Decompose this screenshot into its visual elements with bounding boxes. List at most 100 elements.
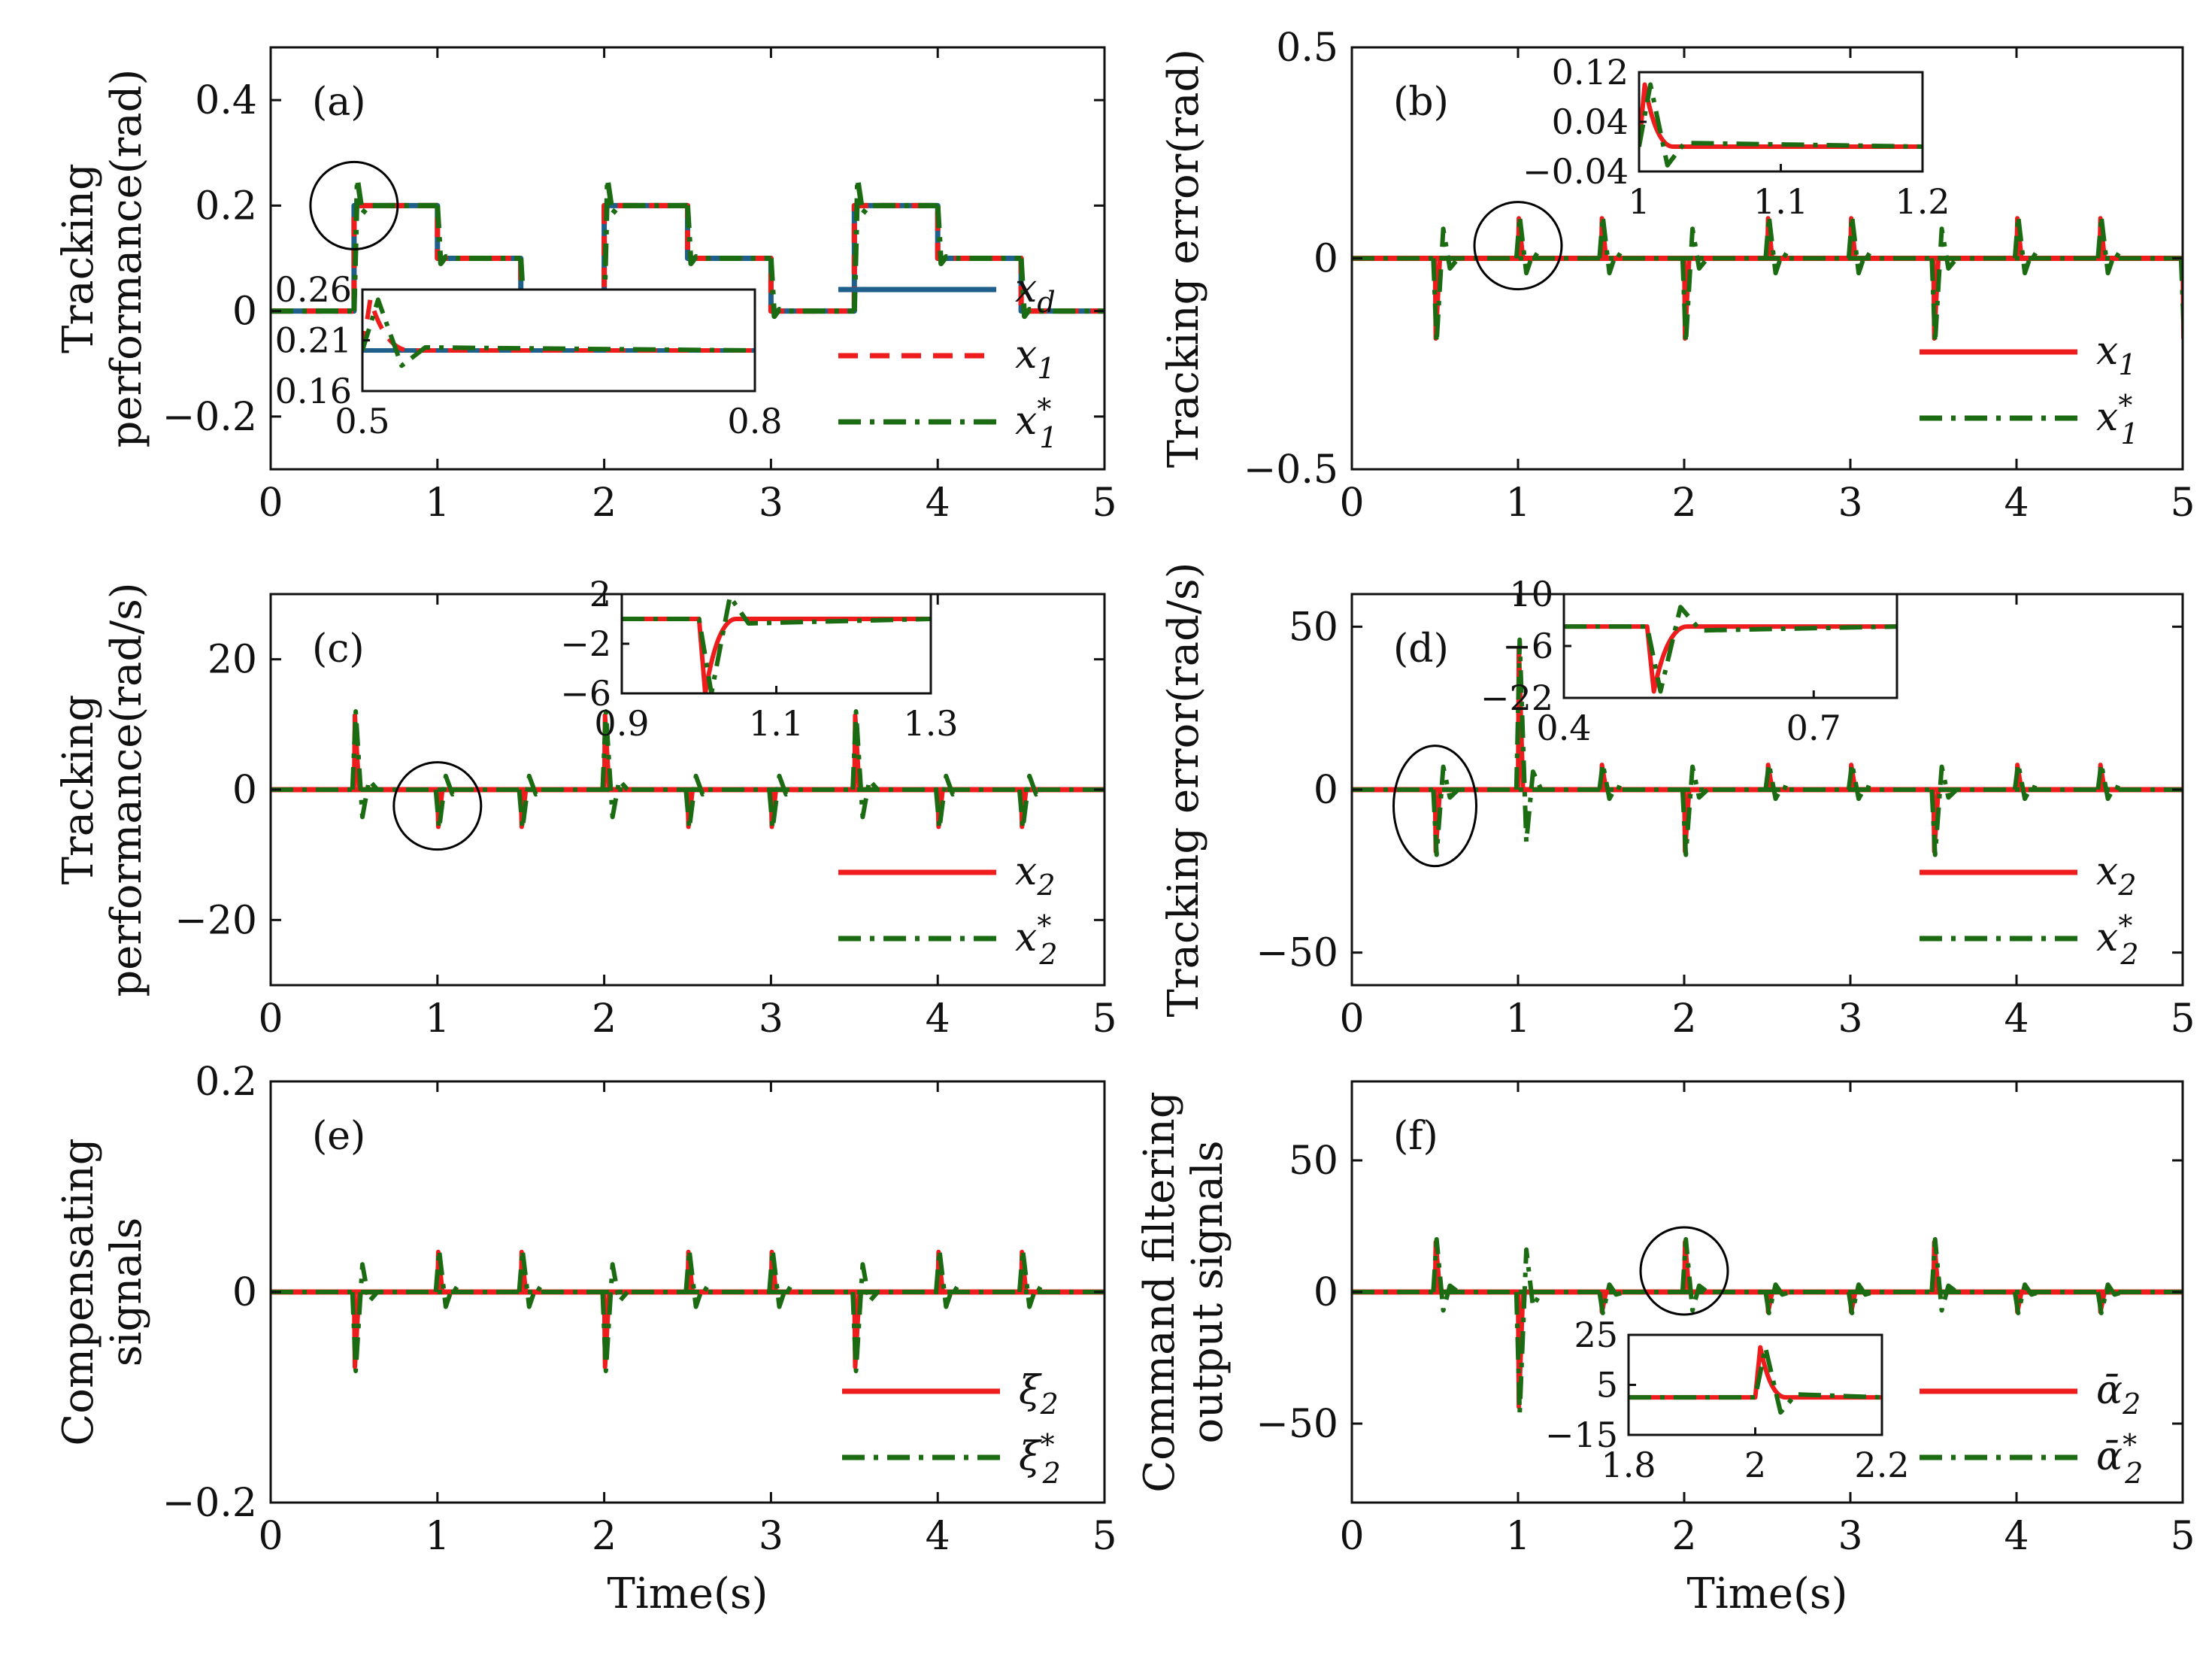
legend: x2x* 2 <box>1920 849 2139 971</box>
y-tick-label: 0 <box>1314 768 1338 813</box>
series-x2*-spike <box>600 709 629 820</box>
series-xi2*-spike <box>517 1248 546 1309</box>
legend-label-alpha2: ᾱ2 <box>2096 1368 2141 1421</box>
series-x1*-spike <box>1431 226 1460 345</box>
legend-label-x2*: x* 2 <box>2096 909 2139 971</box>
y-tick-label: 50 <box>1289 605 1338 650</box>
panel-label: (c) <box>312 626 365 672</box>
x-tick-label: 4 <box>926 481 950 526</box>
x-tick-label: 0 <box>1339 996 1364 1042</box>
zoom-circle <box>392 761 483 851</box>
y-tick-label: −20 <box>174 898 257 943</box>
series-x1-line <box>271 202 1104 314</box>
series-alpha2*-spike <box>1597 1282 1626 1315</box>
x-tick-label: 0 <box>258 996 283 1042</box>
panel-label: (f) <box>1393 1114 1438 1159</box>
inset-background <box>622 594 931 693</box>
legend-label-xi2*: ξ* 2 <box>1019 1428 1061 1490</box>
legend: ξ2ξ* 2 <box>842 1368 1061 1490</box>
inset-background <box>362 290 755 391</box>
inset-y-tick-label: 25 <box>1574 1315 1618 1355</box>
inset-y-tick-label: 10 <box>1509 574 1553 614</box>
inset-y-tick-label: 0.12 <box>1552 52 1629 93</box>
inset-plot <box>1639 82 1923 168</box>
y-tick-label: 0 <box>232 290 257 335</box>
inset-y-tick-label: 5 <box>1596 1365 1618 1406</box>
inset-y-tick-label: 0.04 <box>1552 102 1629 142</box>
legend: xd x1 x* 1 <box>838 266 1058 454</box>
y-axis-label: Compensating <box>54 1138 103 1445</box>
legend-label-x1*: x* 1 <box>1015 393 1058 454</box>
x-tick-label: 5 <box>1092 996 1117 1042</box>
y-axis-label: Tracking <box>54 163 103 353</box>
series-xi2-spike <box>601 1291 612 1369</box>
x-tick-label: 2 <box>1671 996 1696 1042</box>
panel-f: 0 1 2 3 4 5 −50 0 50 (f) Command filtering output s… <box>1135 1080 2195 1618</box>
panel-a: 0 1 2 3 4 5−0.200.20.4 (a)Tracking performance(… <box>54 46 1117 526</box>
series-xi2-spike <box>852 1291 862 1369</box>
series-x1*-spike <box>1680 226 1710 345</box>
x-tick-label: 3 <box>759 1514 783 1559</box>
inset-plot <box>1564 605 1897 694</box>
panel-c: 0 1 2 3 4 5 −20 0 20 (c) Tracking performance(rad/s… <box>54 574 1117 1042</box>
inset-y-tick-label: −22 <box>1480 678 1553 718</box>
x-tick-label: 5 <box>2170 481 2195 526</box>
inset-background <box>1639 72 1923 171</box>
inset-y-tick-label: −6 <box>560 673 611 714</box>
inset-x-tick-label: 1.3 <box>903 703 958 744</box>
series-x1*-spike <box>1763 214 1792 276</box>
inset-x-tick-label: 1.1 <box>1753 181 1808 222</box>
inset-red-line <box>362 297 755 353</box>
series-x1*-spike <box>1597 214 1626 276</box>
y-axis-label: performance(rad/s) <box>102 582 151 996</box>
series-x2*-spike <box>933 773 962 831</box>
y-axis-label: Tracking error(rad) <box>1159 49 1208 468</box>
inset: 0.4 0.7 10 −6 −22 <box>1480 574 1898 748</box>
x-tick-label: 1 <box>425 1514 450 1559</box>
series-x2*-spike <box>850 709 880 820</box>
inset-green-line <box>1639 82 1923 168</box>
y-tick-label: 0.5 <box>1276 26 1338 71</box>
series-alpha2*-spike <box>1763 1282 1792 1315</box>
y-tick-label: −50 <box>1256 1402 1338 1447</box>
series-alpha2*-spike <box>2095 1282 2124 1315</box>
series-alpha2*-spike <box>1431 1237 1460 1313</box>
series-x2*-spike <box>1763 761 1792 802</box>
series-x2*-spike <box>767 773 795 831</box>
x-tick-label: 5 <box>2170 1514 2195 1559</box>
inset-green-line <box>362 297 755 368</box>
x-tick-label: 3 <box>759 481 783 526</box>
inset: 1.8 2 2.2 25 5 −15 <box>1545 1315 1910 1485</box>
inset: 1 1.1 1.2 0.12 0.04 −0.04 <box>1523 52 1950 222</box>
plot-area-e <box>271 1248 1104 1373</box>
y-tick-label: 0 <box>1314 237 1338 282</box>
x-tick-label: 2 <box>1671 1514 1696 1559</box>
inset-y-tick-label: 0.26 <box>275 269 352 310</box>
zoom-circle <box>1639 1226 1729 1316</box>
x-tick-label: 5 <box>1092 481 1117 526</box>
inset-y-tick-label: −2 <box>560 623 611 664</box>
panel-b: 0 1 2 3 4 5−0.500.5(b)Tracking error(rad) x1x*… <box>1159 26 2195 526</box>
inset-x-tick-label: 1 <box>1628 181 1650 222</box>
y-tick-label: −50 <box>1256 931 1338 976</box>
inset-y-tick-label: 0.21 <box>275 320 352 361</box>
y-tick-label: 0 <box>1314 1270 1338 1315</box>
series-x2*-spike <box>1431 764 1460 857</box>
series-x2*-spike <box>1929 764 1959 857</box>
y-tick-label: 0 <box>232 768 257 813</box>
plot-area-f <box>1352 1237 2183 1415</box>
inset-plot <box>1629 1345 1882 1415</box>
inset-y-tick-label: −6 <box>1502 626 1553 666</box>
x-tick-label: 2 <box>592 996 617 1042</box>
x-tick-label: 0 <box>1339 1514 1364 1559</box>
legend-label-x2*: x* 2 <box>1015 909 1058 971</box>
y-tick-label: 0.2 <box>195 183 257 229</box>
series-x1*-spike <box>2012 214 2041 276</box>
y-axis-label: signals <box>102 1218 151 1367</box>
inset-x-tick-label: 2 <box>1744 1445 1766 1485</box>
x-tick-label: 0 <box>258 481 283 526</box>
inset-x-tick-label: 0.5 <box>335 401 389 441</box>
x-tick-label: 2 <box>592 1514 617 1559</box>
inset-green-line <box>1629 1345 1882 1415</box>
series-x2*-spike <box>433 773 462 831</box>
